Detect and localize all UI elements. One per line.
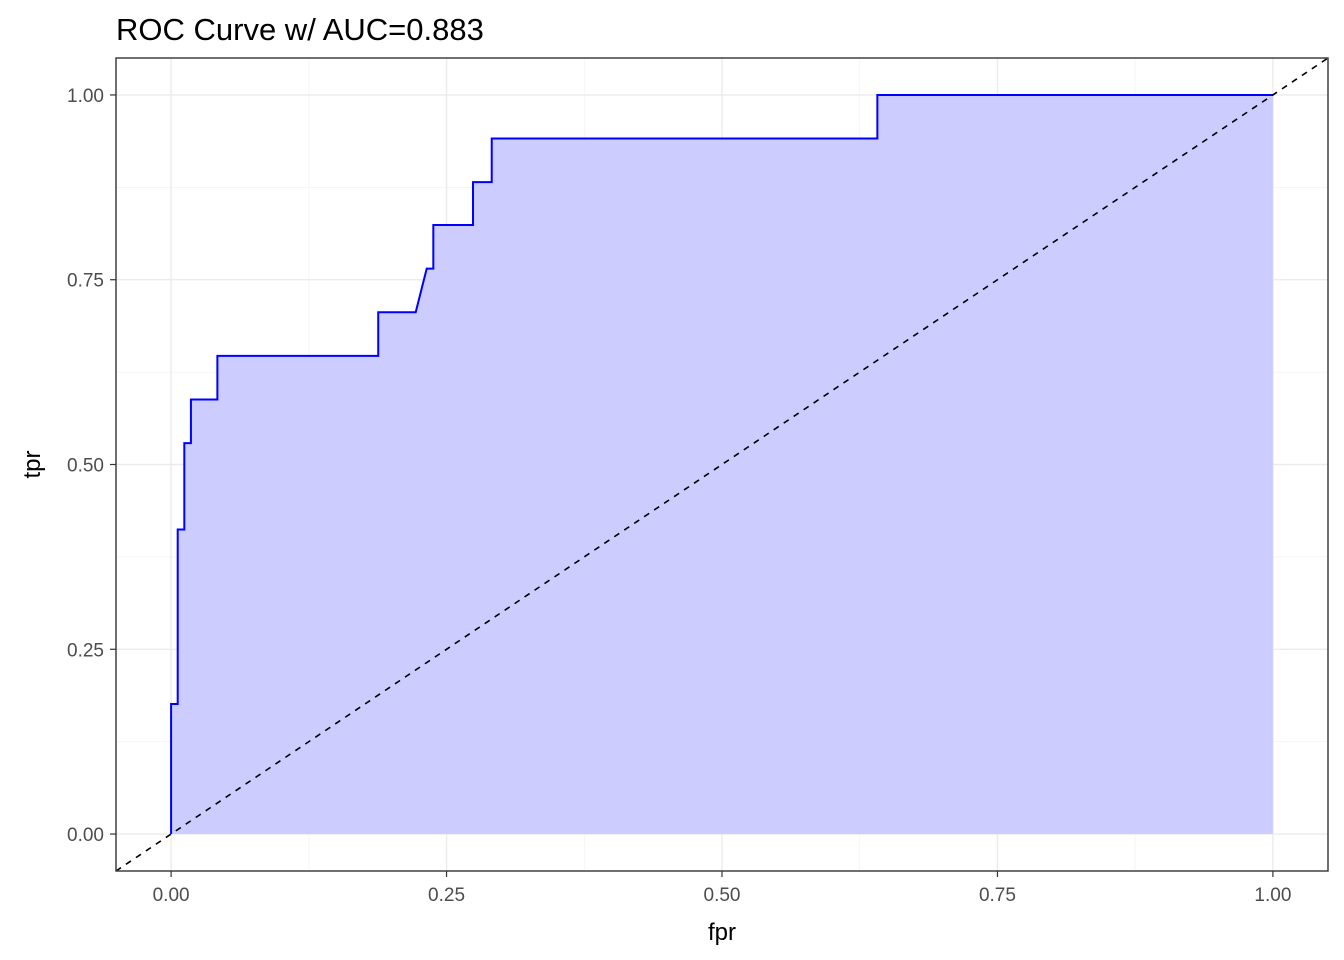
y-tick-label: 0.75 bbox=[67, 271, 104, 292]
x-axis-title: fpr bbox=[708, 919, 736, 946]
roc-line-layer bbox=[115, 57, 1329, 872]
chart-title: ROC Curve w/ AUC=0.883 bbox=[116, 12, 484, 47]
x-tick-label: 0.00 bbox=[153, 885, 190, 906]
axis-ticks: 0.00 0.25 0.50 0.75 1.00 0.00 0.25 0.50 0.75 1.00 bbox=[67, 86, 1291, 906]
y-tick-label: 0.00 bbox=[67, 825, 104, 846]
x-tick-label: 0.50 bbox=[704, 885, 741, 906]
roc-curve-line bbox=[170, 93, 1273, 835]
random-classifier-diagonal bbox=[115, 57, 1329, 872]
y-tick-label: 0.25 bbox=[67, 640, 104, 661]
y-tick-label: 0.50 bbox=[67, 456, 104, 477]
y-tick-label: 1.00 bbox=[67, 86, 104, 107]
x-tick-label: 1.00 bbox=[1254, 885, 1291, 906]
x-tick-label: 0.25 bbox=[428, 885, 465, 906]
x-tick-label: 0.75 bbox=[979, 885, 1016, 906]
y-axis-title: tpr bbox=[19, 450, 46, 478]
